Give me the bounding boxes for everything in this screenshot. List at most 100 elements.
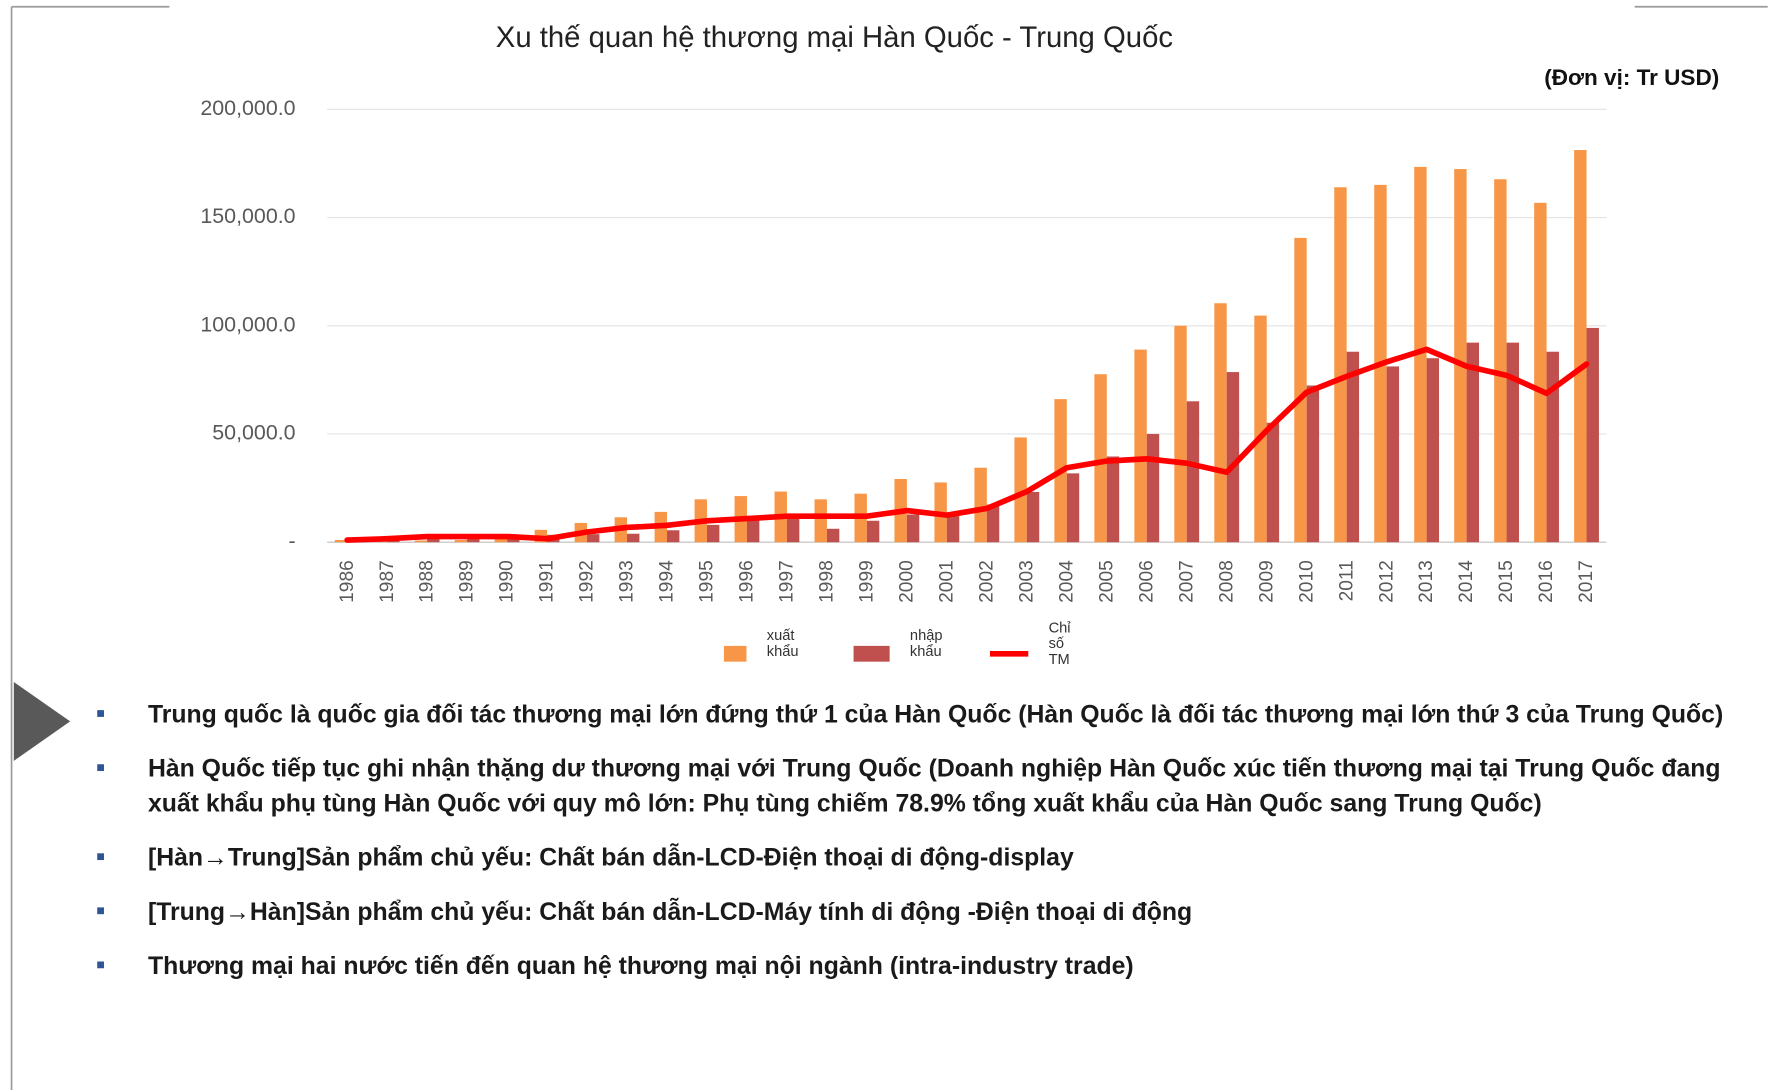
x-tick-label: 2005 [1096,560,1117,603]
x-tick-label: 2012 [1376,560,1397,603]
bar [1346,351,1360,543]
bar [454,540,468,543]
bullet: Thương mại hai nước tiến đến quan hệ thư… [90,948,1736,983]
bar [1014,437,1027,543]
bar [1334,187,1347,543]
bar [1134,349,1147,543]
bullets-box: Trung quốc là quốc gia đối tác thương mạ… [90,697,1736,983]
x-tick-label: 2009 [1256,560,1277,603]
x-tick-label: 1995 [697,560,718,603]
bar [1494,179,1507,543]
bar [1574,150,1587,543]
x-tick-label: 2001 [936,560,957,603]
bullet: [Trung→Hàn]Sản phẩm chủ yếu: Chất bán dẫ… [90,894,1736,929]
bar [427,537,440,543]
bar [1254,315,1267,543]
x-tick-label: 1986 [337,560,358,603]
x-tick-label: 1994 [657,560,678,603]
bar [414,540,428,543]
plot: - 50,000.0 100,000.0 150,000.0 200,000.0 1986… [200,96,1607,603]
bar [786,518,800,543]
x-tick-label: 2015 [1496,560,1517,603]
x-tick-label: 1987 [377,560,398,603]
y-tick-label: 150,000.0 [200,204,295,228]
bar [1586,327,1599,543]
y-tick-label: 200,000.0 [200,96,295,120]
unit-label: (Đơn vị: Tr USD) [1544,65,1719,90]
x-tick-label: 1992 [577,560,598,603]
y-tick-label: - [288,529,295,553]
bullet: [Hàn→Trung]Sản phẩm chủ yếu: Chất bán dẫ… [90,840,1736,875]
bar [334,540,348,543]
x-tick-label: 2002 [976,560,997,603]
x-tick-label: 2007 [1176,560,1197,603]
x-tick-label: 1990 [497,560,518,603]
legend-box: Chỉ số TM [1048,618,1071,668]
x-tick-label: 2000 [897,560,918,603]
bar [666,530,680,543]
x-tick-label: 1997 [777,560,798,603]
bar [1466,342,1480,543]
x-tick-label: 2011 [1336,560,1357,601]
legend-box: nhập khẩu [909,626,943,660]
x-tick-label: 1998 [817,560,838,603]
x-tick-label: 2013 [1416,560,1437,603]
bar [1386,366,1400,543]
x-tick-label: 1989 [457,560,478,603]
legend-box: xuất khẩu [766,626,799,660]
bar [1306,385,1320,543]
x-tick-label: 2004 [1056,560,1077,603]
bar [1186,401,1200,543]
bar [1174,325,1187,543]
bar [814,499,827,543]
bullet: Hàn Quốc tiếp tục ghi nhận thặng dư thươ… [90,751,1736,821]
bullet-list: Trung quốc là quốc gia đối tác thương mạ… [90,697,1736,983]
x-tick-label: 2014 [1456,560,1477,603]
legend-swatch [853,645,890,662]
trade-line [344,346,1590,543]
marker-triangle [13,681,71,761]
bar [826,528,840,543]
x-tick-label: 1999 [857,560,878,603]
x-tick-label: 1991 [537,560,558,603]
chart-title: Xu thế quan hệ thương mại Hàn Quốc - Tru… [496,21,1173,54]
bar [1146,433,1160,543]
bar [746,518,760,543]
legend-swatch [723,645,747,662]
bar [1454,169,1467,543]
x-tick-label: 1993 [617,560,638,603]
bar [1226,372,1240,543]
bar [1534,202,1547,543]
x-tick-label: 2006 [1136,560,1157,603]
x-tick-label: 2017 [1576,560,1597,603]
bullet: Trung quốc là quốc gia đối tác thương mạ… [90,697,1736,732]
bar [494,538,508,543]
bar [946,513,960,543]
x-tick-label: 1988 [417,560,438,603]
bar [1426,358,1440,543]
bar [1066,473,1080,543]
legend-label: nhập khẩu [909,626,943,660]
x-tick-label: 1996 [737,560,758,603]
bar [986,504,1000,543]
legend-label: xuất khẩu [766,626,799,660]
x-tick-label: 2008 [1216,560,1237,603]
bar [1094,374,1107,543]
bar [906,514,920,543]
bar [1026,491,1040,543]
bar [866,520,880,543]
bar [587,534,600,543]
bar [467,536,480,543]
y-tick-label: 100,000.0 [200,312,295,336]
x-tick-label: 2016 [1536,560,1557,603]
bar [1214,303,1227,543]
x-tick-label: 2010 [1296,560,1317,603]
bar [1266,422,1280,543]
legend-label: Chỉ số TM [1048,618,1071,668]
legend: xuất khẩu nhập khẩu Chỉ số TM [723,618,1071,668]
bar [1546,351,1559,543]
y-tick-label: 50,000.0 [212,421,295,445]
bar [1506,342,1519,543]
